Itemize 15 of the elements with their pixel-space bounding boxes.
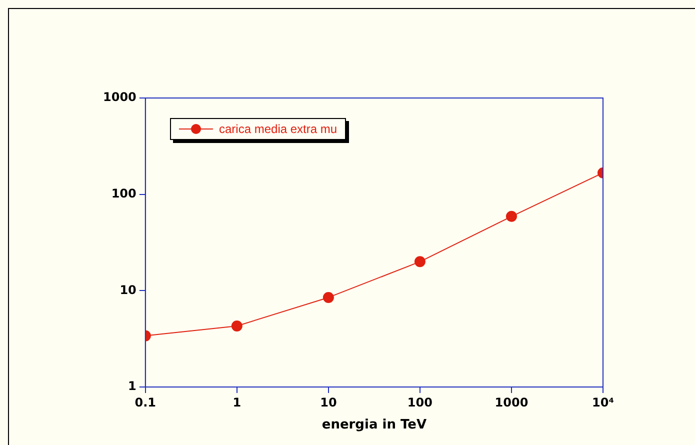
legend-label: carica media extra mu bbox=[219, 122, 338, 136]
x-tick-label: 1 bbox=[232, 395, 242, 410]
y-tick-label: 100 bbox=[111, 186, 136, 200]
x-tick-label: 10⁴ bbox=[592, 395, 614, 410]
y-tick-label: 10 bbox=[120, 282, 136, 297]
x-tick-label: 100 bbox=[407, 395, 432, 410]
point bbox=[414, 256, 426, 268]
x-axis-title: energia in TeV bbox=[322, 418, 427, 433]
y-tick-label: 1 bbox=[128, 379, 136, 394]
y-tick-label: 1000 bbox=[102, 90, 136, 104]
x-tick-label: 0.1 bbox=[134, 395, 156, 410]
point bbox=[506, 210, 517, 222]
x-tick-label: 10 bbox=[320, 395, 337, 410]
x-tick-label: 1000 bbox=[494, 395, 528, 410]
point bbox=[322, 292, 334, 303]
